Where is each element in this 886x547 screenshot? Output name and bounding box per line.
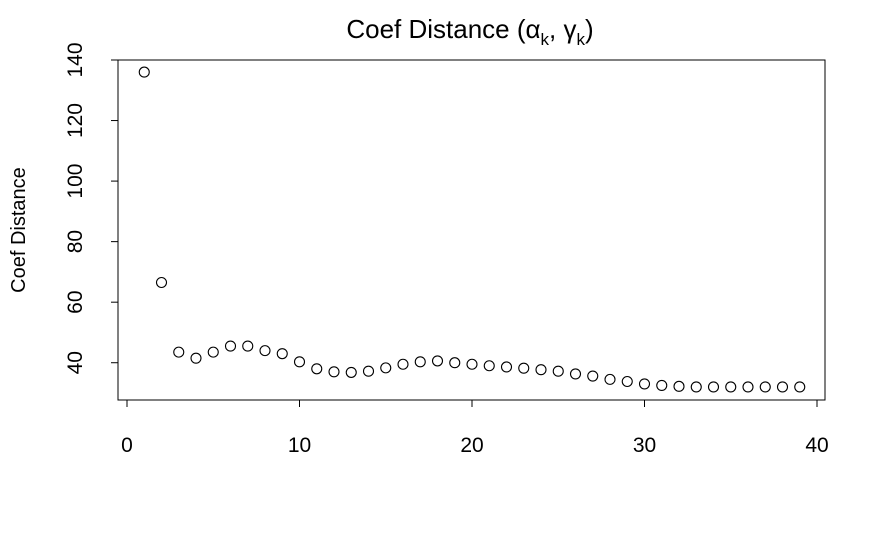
data-point bbox=[431, 355, 444, 367]
data-points bbox=[138, 66, 806, 393]
data-point bbox=[224, 340, 237, 352]
y-tick-label: 80 bbox=[64, 230, 87, 253]
y-tick-label: 40 bbox=[64, 351, 87, 374]
x-axis: 0 10 20 30 40 bbox=[121, 399, 829, 457]
data-point bbox=[518, 362, 530, 374]
data-point bbox=[621, 375, 633, 388]
data-point bbox=[742, 381, 754, 393]
data-point bbox=[362, 365, 375, 377]
data-point bbox=[414, 356, 426, 368]
data-point bbox=[725, 381, 737, 393]
data-point bbox=[345, 366, 357, 378]
x-tick-label: 0 bbox=[121, 434, 133, 457]
data-point bbox=[293, 356, 306, 368]
y-tick-label: 140 bbox=[64, 42, 87, 77]
data-point bbox=[759, 381, 771, 393]
x-tick-label: 10 bbox=[288, 434, 311, 457]
chart-title: Coef Distance (αk, γk) bbox=[346, 14, 593, 49]
data-point bbox=[328, 366, 340, 378]
data-point bbox=[500, 361, 513, 373]
y-tick-label: 120 bbox=[64, 103, 87, 138]
y-tick-label: 60 bbox=[64, 291, 87, 314]
data-point bbox=[604, 373, 616, 385]
data-point bbox=[155, 276, 168, 289]
x-tick-label: 20 bbox=[460, 434, 483, 457]
data-point bbox=[138, 66, 150, 78]
data-point bbox=[242, 340, 254, 352]
data-point bbox=[587, 370, 599, 382]
y-axis: 40 60 80 100 120 140 bbox=[64, 42, 119, 374]
data-point bbox=[569, 368, 582, 380]
data-point bbox=[535, 364, 547, 376]
data-point bbox=[311, 363, 323, 375]
data-point bbox=[776, 381, 789, 393]
data-point bbox=[207, 346, 219, 358]
data-point bbox=[707, 381, 720, 393]
data-point bbox=[190, 352, 202, 364]
data-point bbox=[276, 348, 288, 360]
data-point bbox=[673, 380, 685, 392]
data-point bbox=[794, 381, 806, 393]
y-tick-label: 100 bbox=[64, 164, 87, 199]
plot-frame bbox=[117, 59, 826, 401]
data-point bbox=[656, 379, 668, 391]
x-tick-label: 30 bbox=[633, 434, 656, 457]
data-point bbox=[690, 381, 702, 393]
data-point bbox=[397, 358, 409, 370]
data-point bbox=[449, 357, 461, 369]
x-tick-label: 40 bbox=[805, 434, 828, 457]
y-axis-label: Coef Distance bbox=[8, 167, 30, 293]
data-point bbox=[638, 378, 651, 390]
data-point bbox=[380, 362, 392, 374]
data-point bbox=[552, 365, 564, 377]
data-point bbox=[259, 345, 271, 357]
data-point bbox=[173, 346, 185, 358]
data-point bbox=[483, 360, 495, 372]
data-point bbox=[466, 358, 478, 370]
